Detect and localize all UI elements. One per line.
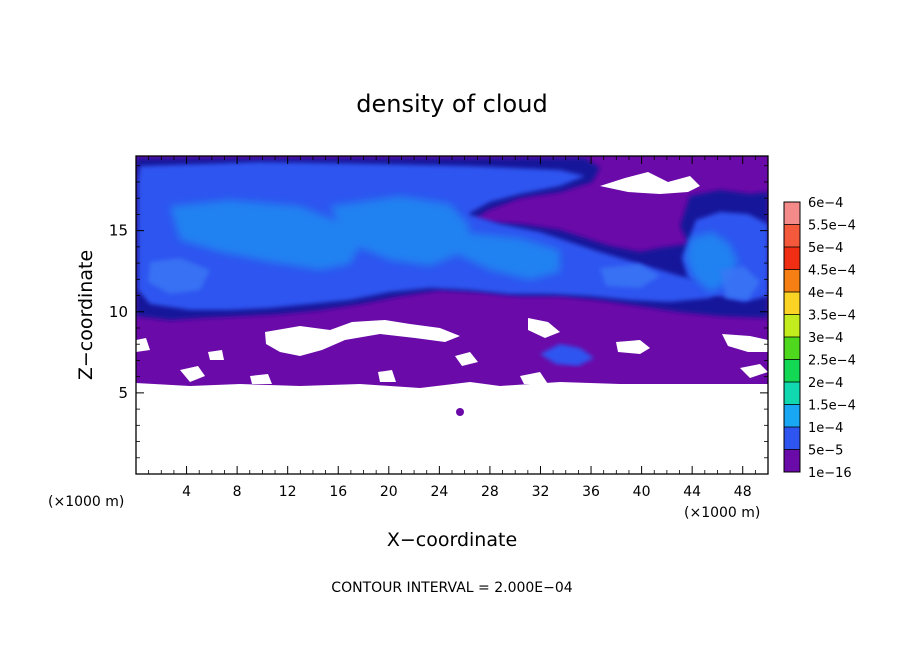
colorbar-swatch: [784, 404, 800, 428]
heatmap-field: [136, 156, 768, 474]
colorbar-label: 5.5e−4: [808, 219, 856, 234]
colorbar: 6e−4 5.5e−4 5e−4 4.5e−4 4e−4 3.5e−4 3e−4 2.5e−4…: [783, 196, 856, 481]
x-tick-label: 36: [582, 484, 600, 500]
y-tick-label: 15: [109, 222, 128, 240]
colorbar-label: 2.5e−4: [808, 354, 856, 369]
colorbar-swatch: [784, 292, 800, 315]
colorbar-label: 3e−4: [808, 331, 843, 346]
y-axis-ticks: 5 10 15: [109, 165, 768, 459]
x-tick-label: 8: [233, 484, 242, 500]
x-tick-label: 40: [633, 484, 651, 500]
colorbar-label: 6e−4: [808, 196, 843, 211]
x-unit-left: (×1000 m): [48, 494, 124, 510]
colorbar-swatch: [784, 202, 800, 225]
colorbar-swatch: [784, 314, 800, 338]
x-tick-label: 4: [182, 484, 191, 500]
x-tick-label: 48: [734, 484, 752, 500]
colorbar-label: 4e−4: [808, 286, 843, 301]
x-tick-label: 12: [279, 484, 297, 500]
colorbar-swatch: [784, 247, 800, 270]
x-axis-ticks: 4 8 12 16 20 24 28 32 36 40 44 48: [148, 156, 756, 500]
x-tick-label: 16: [329, 484, 347, 500]
colorbar-label: 1.5e−4: [808, 399, 856, 414]
x-tick-label: 20: [380, 484, 398, 500]
y-tick-label: 5: [118, 384, 128, 402]
colorbar-swatch: [784, 337, 800, 360]
y-axis-label: Z−coordinate: [75, 250, 97, 380]
x-tick-label: 24: [430, 484, 448, 500]
colorbar-label: 4.5e−4: [808, 264, 856, 279]
colorbar-swatch: [784, 382, 800, 405]
cloud-layer-light-blue: [170, 196, 738, 292]
colorbar-label: 3.5e−4: [808, 309, 856, 324]
x-axis-label: X−coordinate: [387, 529, 517, 551]
x-unit-right: (×1000 m): [684, 505, 760, 521]
y-tick-label: 10: [109, 303, 128, 321]
x-tick-label: 32: [532, 484, 550, 500]
colorbar-label: 1e−16: [808, 466, 852, 481]
colorbar-swatch: [784, 427, 800, 450]
colorbar-label: 5e−5: [808, 444, 843, 459]
cloud-highlights: [148, 258, 760, 300]
colorbar-swatch-base: [784, 449, 800, 472]
colorbar-swatch: [784, 224, 800, 248]
colorbar-label: 1e−4: [808, 421, 843, 436]
x-tick-label: 28: [481, 484, 499, 500]
colorbar-label: 2e−4: [808, 376, 843, 391]
cloud-patch-blue-low: [540, 344, 594, 366]
colorbar-swatch: [784, 359, 800, 383]
x-tick-label: 44: [683, 484, 701, 500]
colorbar-label: 5e−4: [808, 241, 843, 256]
cloud-blob-small: [456, 408, 464, 416]
colorbar-swatch: [784, 269, 800, 293]
chart-title: density of cloud: [356, 90, 547, 118]
cloud-gaps: [136, 172, 768, 384]
contour-interval-note: CONTOUR INTERVAL = 2.000E−04: [331, 580, 572, 596]
